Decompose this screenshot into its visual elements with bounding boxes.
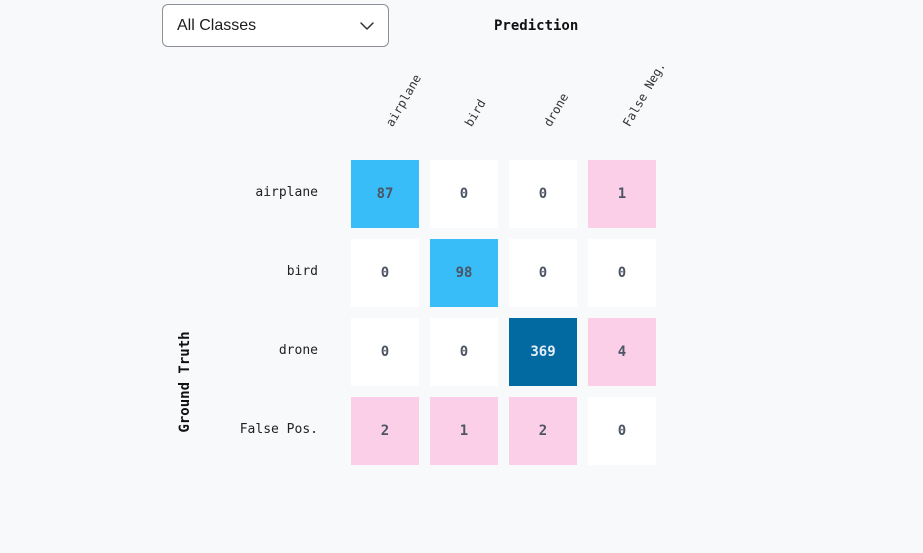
- row-label: drone: [278, 343, 318, 358]
- matrix-cell[interactable]: 1: [430, 397, 498, 465]
- matrix-cell[interactable]: 0: [509, 239, 577, 307]
- matrix-cell[interactable]: 2: [351, 397, 419, 465]
- row-label: airplane: [255, 185, 318, 200]
- row-label: bird: [286, 264, 318, 279]
- column-label: airplane: [383, 71, 425, 129]
- class-filter-select[interactable]: All Classes: [162, 4, 389, 47]
- chevron-down-icon: [360, 22, 374, 30]
- column-label: drone: [541, 90, 572, 129]
- matrix-cell[interactable]: 98: [430, 239, 498, 307]
- matrix-cell[interactable]: 0: [430, 318, 498, 386]
- x-axis-title: Prediction: [494, 18, 579, 34]
- column-label: False Neg.: [620, 59, 669, 129]
- matrix-cell[interactable]: 0: [588, 239, 656, 307]
- matrix-cell[interactable]: 369: [509, 318, 577, 386]
- row-label: False Pos.: [239, 422, 318, 437]
- y-axis-title: Ground Truth: [177, 331, 193, 433]
- matrix-cell[interactable]: 0: [588, 397, 656, 465]
- matrix-cell[interactable]: 0: [351, 239, 419, 307]
- class-filter-value: All Classes: [177, 17, 257, 34]
- matrix-cell[interactable]: 4: [588, 318, 656, 386]
- matrix-cell[interactable]: 0: [351, 318, 419, 386]
- matrix-cell[interactable]: 0: [509, 160, 577, 228]
- matrix-cell[interactable]: 87: [351, 160, 419, 228]
- matrix-cell[interactable]: 2: [509, 397, 577, 465]
- matrix-cell[interactable]: 1: [588, 160, 656, 228]
- column-label: bird: [462, 96, 489, 129]
- matrix-cell[interactable]: 0: [430, 160, 498, 228]
